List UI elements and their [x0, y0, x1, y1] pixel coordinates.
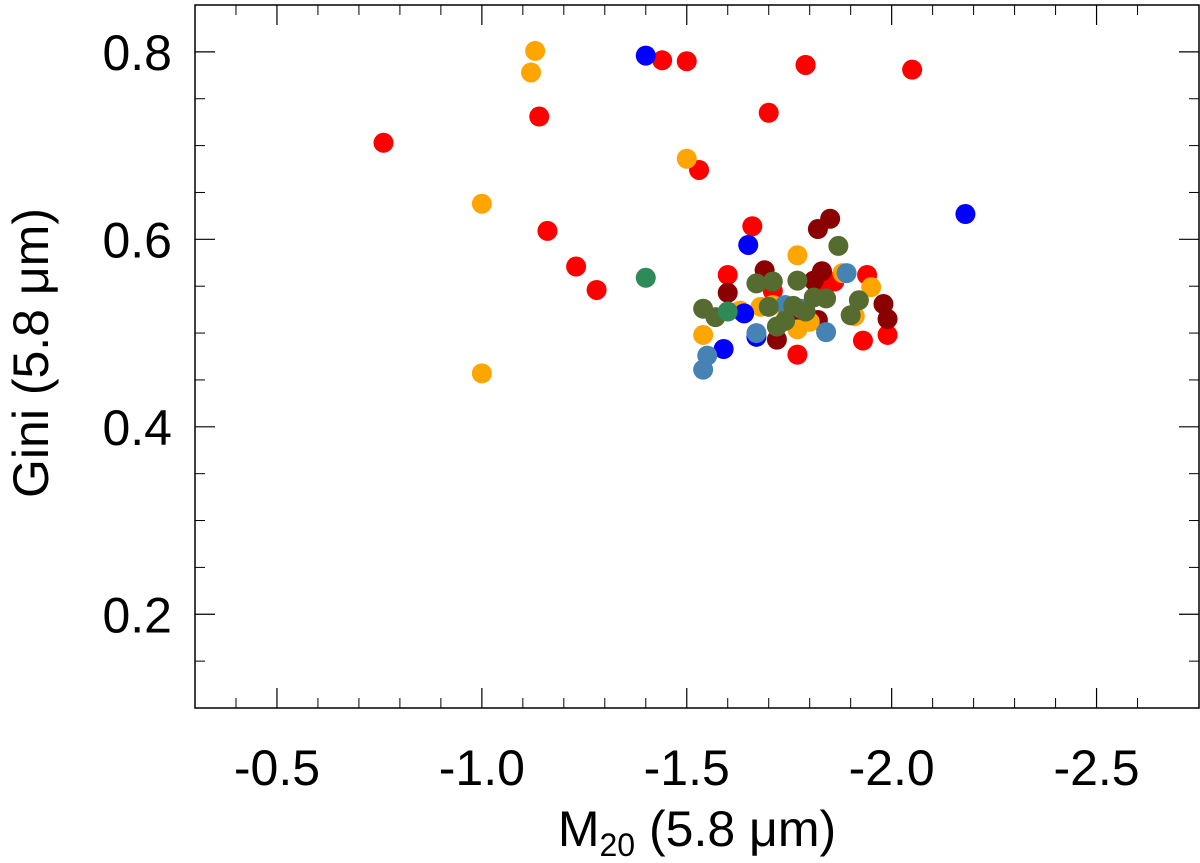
- data-point-olive: [816, 288, 837, 309]
- data-point-orange: [861, 277, 882, 298]
- data-point-red: [795, 54, 816, 75]
- x-tick-label: -2.5: [1053, 740, 1139, 796]
- data-point-blue: [738, 234, 759, 255]
- data-point-olive: [848, 290, 869, 311]
- data-point-blue: [955, 204, 976, 225]
- data-point-darkred: [811, 261, 832, 282]
- data-point-steelblue: [816, 322, 837, 343]
- plot-frame: [194, 4, 1200, 709]
- data-point-orange: [787, 245, 808, 266]
- x-tick-label: -2.0: [849, 740, 935, 796]
- data-point-red: [373, 132, 394, 153]
- y-tick-label: 0.4: [102, 400, 172, 456]
- data-point-red: [537, 220, 558, 241]
- data-point-olive: [775, 310, 796, 331]
- y-tick-label: 0.2: [102, 587, 172, 643]
- y-tick-label: 0.6: [102, 212, 172, 268]
- x-axis-title: M20 (5.8 μm): [558, 801, 836, 863]
- data-point-seagreen: [635, 267, 656, 288]
- data-point-darkred: [873, 294, 894, 315]
- x-tick-label: -1.5: [644, 740, 730, 796]
- data-point-olive: [787, 270, 808, 291]
- data-points: [373, 40, 976, 384]
- data-point-steelblue: [746, 323, 767, 344]
- data-point-steelblue: [836, 263, 857, 284]
- data-point-red: [717, 264, 738, 285]
- data-point-olive: [840, 305, 861, 326]
- data-point-blue: [734, 303, 755, 324]
- data-point-darkred: [807, 219, 828, 240]
- data-point-olive: [783, 295, 804, 316]
- data-point-red: [652, 50, 673, 71]
- x-tick-label: -1.0: [439, 740, 525, 796]
- data-point-olive: [746, 273, 767, 294]
- data-point-red: [758, 102, 779, 123]
- y-axis-title: Gini (5.8 μm): [3, 208, 59, 498]
- data-point-olive: [762, 271, 783, 292]
- x-tick-label: -0.5: [234, 740, 320, 796]
- data-point-orange: [471, 363, 492, 384]
- data-point-orange: [525, 40, 546, 61]
- data-point-red: [852, 330, 873, 351]
- axes: -0.5 -1.0 -1.5 -2.0 -2.5 0.2 0.4 0.6 0.8: [102, 4, 1200, 796]
- data-point-red: [742, 216, 763, 237]
- data-point-red: [566, 256, 587, 277]
- data-point-darkred: [717, 282, 738, 303]
- data-point-red: [877, 324, 898, 345]
- data-point-olive: [828, 235, 849, 256]
- data-point-seagreen: [717, 301, 738, 322]
- data-point-steelblue: [697, 345, 718, 366]
- data-point-red: [902, 59, 923, 80]
- y-tick-label: 0.8: [102, 25, 172, 81]
- data-point-red: [787, 344, 808, 365]
- data-point-orange: [693, 324, 714, 345]
- data-point-olive: [758, 296, 779, 317]
- data-point-darkred: [877, 309, 898, 330]
- data-point-orange: [471, 193, 492, 214]
- data-point-red: [676, 51, 697, 72]
- data-point-red: [529, 106, 550, 127]
- data-point-orange: [521, 62, 542, 83]
- data-point-red: [586, 279, 607, 300]
- data-point-blue: [713, 339, 734, 360]
- data-point-blue: [635, 45, 656, 66]
- data-point-orange: [676, 148, 697, 169]
